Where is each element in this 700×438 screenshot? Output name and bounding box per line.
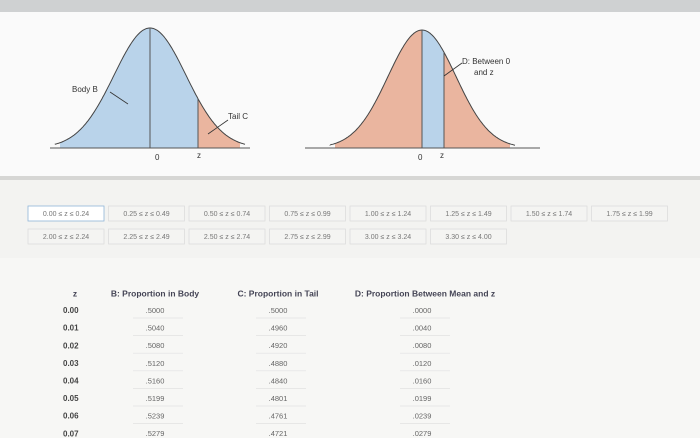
column-header: z (73, 288, 77, 298)
tab-label[interactable]: 3.00 ≤ z ≤ 3.24 (365, 234, 411, 241)
shaded-region (422, 30, 444, 148)
table-cell: .5160 (146, 376, 165, 385)
table-cell: .0199 (413, 394, 432, 403)
label: Body B (72, 85, 98, 94)
column-header: C: Proportion in Tail (237, 288, 318, 298)
z-cell: 0.01 (63, 324, 79, 333)
tab-label[interactable]: 0.50 ≤ z ≤ 0.74 (204, 211, 250, 218)
tab-label[interactable]: 3.30 ≤ z ≤ 4.00 (445, 234, 491, 241)
label: z (197, 151, 201, 160)
table-cell: .5239 (146, 412, 165, 421)
z-cell: 0.06 (63, 412, 79, 421)
table-cell: .5040 (146, 324, 165, 333)
tab[interactable] (27, 205, 105, 222)
table-cell: .5279 (146, 429, 165, 438)
tab-label[interactable]: 1.75 ≤ z ≤ 1.99 (606, 211, 652, 218)
table-cell: .4840 (269, 376, 288, 385)
label: 0 (418, 153, 423, 162)
tab[interactable] (269, 228, 346, 245)
column-header: B: Proportion in Body (111, 288, 200, 298)
table-cell: .0040 (413, 324, 432, 333)
pointer (443, 62, 463, 77)
z-cell: 0.03 (63, 359, 79, 368)
label: 0 (155, 153, 160, 162)
label: Tail C (228, 112, 248, 121)
tab-label[interactable]: 2.00 ≤ z ≤ 2.24 (43, 234, 89, 241)
pointer (109, 91, 129, 105)
table-cell: .4721 (269, 429, 288, 438)
tab[interactable] (430, 205, 507, 222)
table-cell: .0160 (413, 376, 432, 385)
tab[interactable] (349, 228, 427, 245)
column-header: D: Proportion Between Mean and z (355, 288, 495, 298)
tab[interactable] (27, 228, 105, 245)
table-cell: .0000 (413, 306, 432, 315)
label: and z (474, 68, 494, 77)
tab-label[interactable]: 2.75 ≤ z ≤ 2.99 (284, 234, 330, 241)
table-cell: .5000 (269, 306, 288, 315)
label: z (440, 151, 444, 160)
table-cell: .0279 (413, 429, 432, 438)
z-cell: 0.05 (63, 394, 79, 403)
pointer (207, 119, 229, 135)
tab[interactable] (430, 228, 507, 245)
tab[interactable] (188, 205, 266, 222)
tab-label[interactable]: 1.50 ≤ z ≤ 1.74 (526, 211, 572, 218)
top-band (0, 0, 700, 12)
table-cell: .0080 (413, 341, 432, 350)
table-cell: .0120 (413, 359, 432, 368)
tab[interactable] (591, 205, 668, 222)
shaded-region (198, 98, 240, 148)
tab[interactable] (108, 205, 185, 222)
z-cell: 0.04 (63, 377, 79, 386)
label: D: Between 0 (462, 57, 511, 66)
table-cell: .5080 (146, 341, 165, 350)
shaded-region (335, 30, 422, 148)
z-cell: 0.02 (63, 341, 79, 350)
table-cell: .5000 (146, 306, 165, 315)
tab[interactable] (188, 228, 266, 245)
tab[interactable] (108, 228, 185, 245)
shaded-region (444, 52, 510, 148)
shaded-region (60, 28, 198, 148)
table-cell: .4880 (269, 359, 288, 368)
table-cell: .4801 (269, 394, 288, 403)
table-cell: .4960 (269, 324, 288, 333)
table-cell: .5120 (146, 359, 165, 368)
tab-label[interactable]: 2.50 ≤ z ≤ 2.74 (204, 234, 250, 241)
tab-label[interactable]: 0.25 ≤ z ≤ 0.49 (123, 211, 169, 218)
table-cell: .5199 (146, 394, 165, 403)
tab[interactable] (349, 205, 427, 222)
tab-label[interactable]: 1.25 ≤ z ≤ 1.49 (445, 211, 491, 218)
table-panel (0, 258, 700, 438)
tab-label[interactable]: 1.00 ≤ z ≤ 1.24 (365, 211, 411, 218)
table-cell: .4761 (269, 412, 288, 421)
divider (0, 176, 700, 180)
tab-label[interactable]: 2.25 ≤ z ≤ 2.49 (123, 234, 169, 241)
tab-label[interactable]: 0.00 ≤ z ≤ 0.24 (43, 211, 89, 218)
z-cell: 0.00 (63, 306, 79, 315)
tab[interactable] (269, 205, 346, 222)
tab[interactable] (510, 205, 588, 222)
table-cell: .0239 (413, 412, 432, 421)
table-cell: .4920 (269, 341, 288, 350)
z-cell: 0.07 (63, 429, 79, 438)
tab-label[interactable]: 0.75 ≤ z ≤ 0.99 (284, 211, 330, 218)
